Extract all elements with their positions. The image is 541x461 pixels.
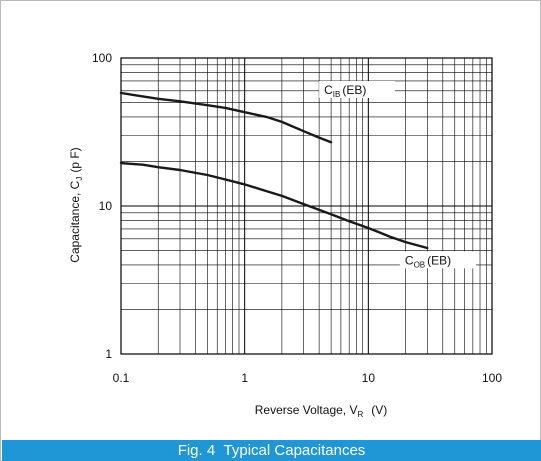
chart-title: Typical Capacitances (223, 442, 366, 459)
series-label-text: COB (EB) (405, 253, 451, 269)
series-label-ib: CIB (EB) (319, 81, 396, 99)
x-tick-label: 0.1 (113, 371, 130, 385)
y-tick-label: 1 (105, 347, 112, 361)
y-axis-label: Capacitance, CJ(p F) (68, 147, 84, 262)
x-tick-label: 1 (241, 371, 248, 385)
x-tick-label: 100 (482, 371, 502, 385)
series-label-background (319, 81, 396, 99)
y-tick-label: 10 (99, 199, 113, 213)
plot-border (120, 57, 493, 355)
figure-caption: Fig. 4 Typical Capacitances (2, 440, 541, 461)
series-line-ib (119, 91, 333, 144)
curves (119, 91, 429, 250)
x-axis-label: Reverse Voltage, VR (V) (255, 403, 388, 419)
x-tick-label: 10 (362, 371, 376, 385)
series-label-ob: COB (EB) (399, 251, 476, 269)
curve-labels: CIB (EB) COB (EB) (319, 81, 476, 269)
y-tick-label: 100 (92, 51, 112, 65)
figure-number: Fig. 4 (177, 442, 216, 459)
series-line-ob (119, 161, 429, 250)
series-label-background (399, 251, 476, 269)
series-label-text: CIB (EB) (324, 83, 366, 99)
